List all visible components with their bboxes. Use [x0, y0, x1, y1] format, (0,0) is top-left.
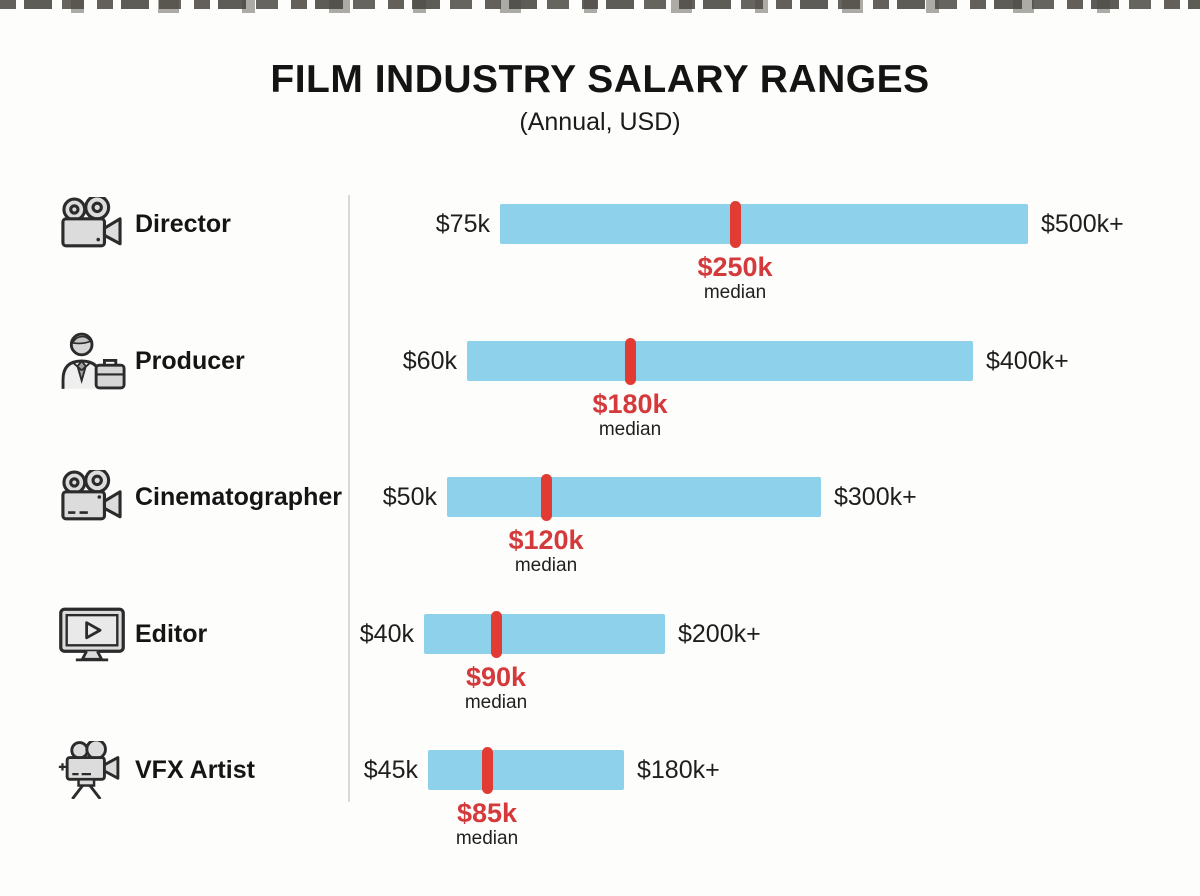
max-salary-label: $300k+: [834, 483, 917, 511]
role-icon: [50, 330, 134, 392]
role-label: Producer: [135, 346, 245, 375]
salary-row: Director $75k $250k median $500k+: [0, 156, 1200, 303]
camera-tripod-icon: [58, 741, 120, 799]
median-marker: [490, 610, 502, 658]
salary-range-bar: [500, 204, 1028, 244]
producer-icon: [61, 332, 126, 389]
salary-range-bar: [467, 340, 973, 381]
role-label: Cinematographer: [135, 483, 342, 511]
salary-range-bar: [424, 613, 665, 654]
median-value-label: $250k: [697, 252, 773, 282]
page-title: FILM INDUSTRY SALARY RANGES: [270, 58, 930, 101]
median-value-label: $120k: [508, 525, 584, 555]
role-icon: [50, 603, 134, 665]
cine-camera-icon: [61, 470, 122, 521]
median-caption: median: [703, 282, 767, 303]
min-salary-label: $40k: [359, 619, 414, 648]
salary-row: Cinematographer $50k $120k median $300k+: [0, 429, 1200, 576]
median-marker: [624, 337, 636, 385]
median-caption: median: [464, 691, 528, 713]
divider-line: [348, 195, 350, 802]
salary-range-bar: [428, 750, 624, 790]
median-value-label: $85k: [456, 798, 518, 828]
min-salary-label: $60k: [402, 346, 457, 375]
median-value-label: $90k: [465, 661, 527, 692]
role-icon: [50, 193, 134, 255]
page-subtitle: (Annual, USD): [519, 108, 681, 136]
salary-row: Producer $60k $180k median $400k+: [0, 293, 1200, 440]
salary-row: VFX Artist $45k $85k median $180k+: [0, 702, 1200, 849]
median-caption: median: [598, 418, 662, 440]
role-label: Editor: [135, 619, 208, 648]
role-label: VFX Artist: [135, 756, 255, 784]
movie-camera-icon: [61, 197, 122, 248]
max-salary-label: $200k+: [678, 619, 761, 648]
min-salary-label: $45k: [363, 756, 418, 784]
max-salary-label: $180k+: [637, 756, 720, 784]
median-caption: median: [514, 555, 578, 576]
median-marker: [540, 474, 552, 521]
salary-range-bar: [447, 477, 821, 517]
max-salary-label: $500k+: [1041, 210, 1124, 238]
role-icon: [50, 466, 134, 528]
salary-row: Editor $40k $90k median $200k+: [0, 566, 1200, 713]
median-value-label: $180k: [592, 388, 668, 419]
max-salary-label: $400k+: [986, 346, 1069, 375]
monitor-play-icon: [59, 607, 125, 661]
median-caption: median: [455, 828, 519, 849]
median-marker: [481, 747, 493, 794]
median-marker: [729, 201, 741, 248]
role-icon: [50, 739, 134, 801]
min-salary-label: $75k: [435, 210, 490, 238]
min-salary-label: $50k: [382, 483, 437, 511]
top-edge-artifact: [0, 0, 1200, 9]
role-label: Director: [135, 210, 231, 238]
top-edge-artifact-overlay: [40, 0, 1180, 13]
